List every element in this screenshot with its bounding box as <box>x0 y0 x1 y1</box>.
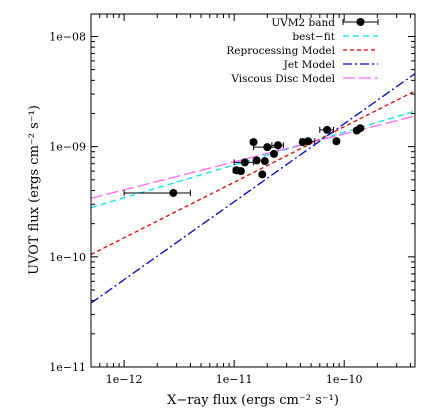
data-point <box>332 137 341 146</box>
data-points <box>123 124 365 197</box>
point-marker <box>249 138 258 147</box>
legend-sample-marker <box>356 18 365 26</box>
data-point <box>252 156 261 165</box>
x-axis-label: X−ray flux (ergs cm⁻² s⁻¹) <box>167 393 339 408</box>
legend-label: Reprocessing Model <box>226 45 335 57</box>
legend-entry: Jet Model <box>283 59 378 71</box>
point-marker <box>169 188 178 197</box>
point-marker <box>260 157 269 166</box>
legend-label: Jet Model <box>283 59 336 71</box>
point-marker <box>356 124 365 133</box>
point-marker <box>236 167 245 176</box>
data-point <box>123 188 191 197</box>
legend-entry: Viscous Disc Model <box>230 73 378 85</box>
point-marker <box>273 141 282 150</box>
point-marker <box>269 149 278 158</box>
data-point <box>249 138 258 147</box>
point-marker <box>263 143 272 152</box>
data-point <box>258 170 267 179</box>
x-tick-label: 1e−10 <box>326 373 363 386</box>
x-tick-label: 1e−11 <box>216 373 253 386</box>
point-marker <box>240 158 249 167</box>
point-marker <box>258 170 267 179</box>
point-marker <box>332 137 341 146</box>
y-tick-label: 1e−09 <box>49 141 86 154</box>
legend-entry: Reprocessing Model <box>226 45 378 57</box>
legend: UVM2 band best−fit Reprocessing Model Jet M… <box>226 17 379 85</box>
y-tick-label: 1e−08 <box>49 30 86 43</box>
data-point <box>271 141 284 150</box>
data-point <box>356 124 365 133</box>
point-marker <box>323 125 332 134</box>
point-marker <box>304 137 313 146</box>
data-point <box>299 137 316 146</box>
point-marker <box>252 156 261 165</box>
data-point <box>260 157 269 166</box>
legend-label: best−fit <box>292 31 335 43</box>
data-point <box>319 125 335 134</box>
y-tick-label: 1e−11 <box>49 361 86 374</box>
data-point <box>269 149 278 158</box>
axis-ticks: 1e−12 1e−11 1e−10 1e−08 1e−09 1e−10 1e−11 <box>49 14 415 386</box>
legend-label: UVM2 band <box>271 17 335 29</box>
legend-entry: best−fit <box>292 31 378 43</box>
series-line-3 <box>91 73 415 304</box>
y-tick-label: 1e−10 <box>49 251 86 264</box>
legend-label: Viscous Disc Model <box>230 73 335 85</box>
data-point <box>253 143 279 152</box>
series-line-2 <box>91 90 415 256</box>
legend-entry: UVM2 band <box>271 17 379 29</box>
y-axis-label: UVOT flux (ergs cm⁻² s⁻¹) <box>27 105 42 275</box>
data-point <box>236 167 245 176</box>
x-tick-label: 1e−12 <box>106 373 143 386</box>
